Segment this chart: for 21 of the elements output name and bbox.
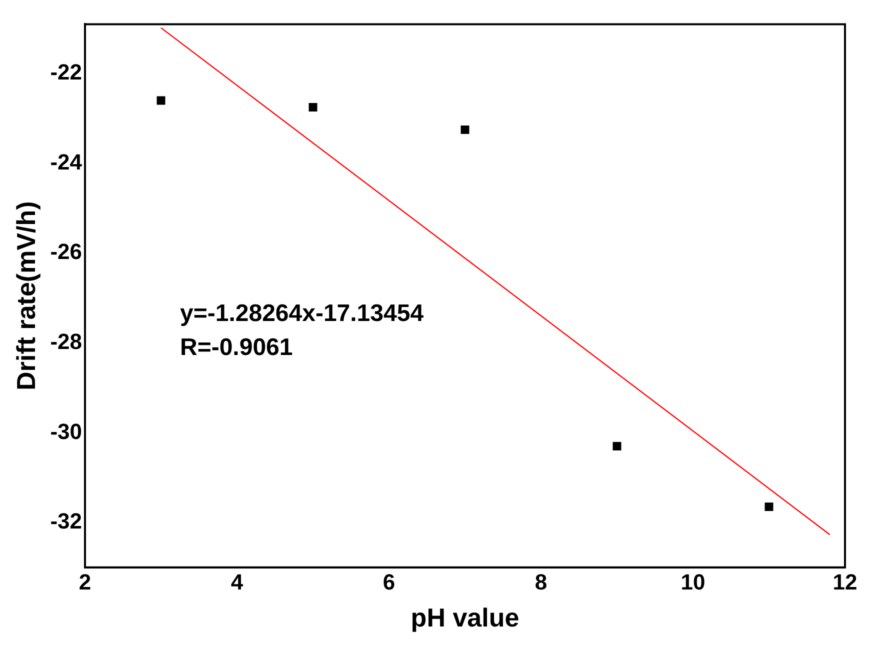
x-tick-label: 10: [680, 570, 706, 595]
x-tick-label: 4: [230, 570, 244, 595]
annotation: R=-0.9061: [180, 334, 293, 361]
y-tick-label: -28: [50, 329, 82, 354]
point: [612, 442, 622, 450]
x-axis-title: pH value: [410, 602, 520, 633]
x-tick-label: 8: [534, 570, 548, 595]
point: [764, 502, 774, 512]
point: [460, 125, 470, 134]
y-tick-label: -24: [50, 149, 83, 174]
x-tick-label: 2: [78, 570, 92, 595]
y-tick-label: -32: [50, 508, 82, 534]
x-tick-label: 6: [382, 570, 396, 595]
y-axis-title: Drift rate(mV/h): [10, 201, 41, 390]
y-tick-label: -26: [50, 239, 82, 264]
annotation: y=-1.28264x-17.13454: [180, 300, 424, 327]
point: [308, 103, 318, 112]
x-tick-label: 12: [832, 570, 858, 595]
y-tick-label: -22: [50, 60, 82, 85]
point: [156, 96, 166, 105]
y-tick-label: -30: [50, 418, 82, 444]
